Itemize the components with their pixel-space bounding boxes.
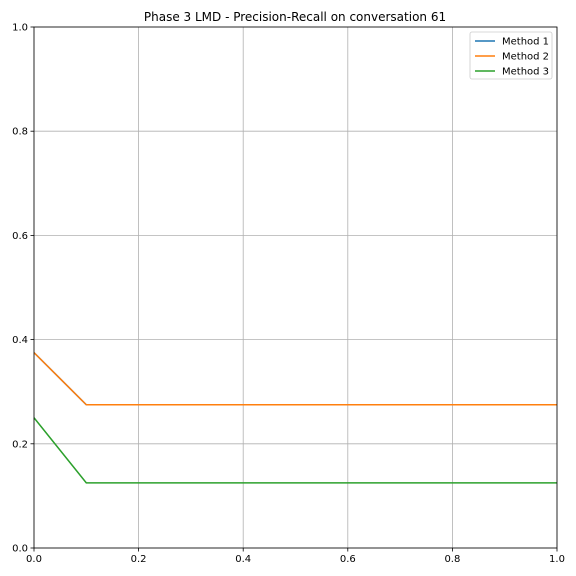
chart-title: Phase 3 LMD - Precision-Recall on conver… — [144, 10, 446, 24]
x-tick-label: 0.0 — [26, 554, 42, 565]
y-tick-label: 0.0 — [12, 544, 28, 555]
y-tick-label: 0.2 — [12, 439, 28, 450]
x-tick-label: 0.4 — [235, 554, 251, 565]
legend-label-method-1: Method 1 — [502, 37, 549, 48]
series-line-method-2 — [33, 352, 557, 406]
y-tick-label: 0.4 — [12, 335, 28, 346]
y-tick-label: 1.0 — [12, 23, 28, 34]
y-tick-label: 0.6 — [12, 231, 28, 242]
x-tick-label: 0.2 — [131, 554, 147, 565]
axes-frame — [33, 26, 558, 549]
x-tick-label: 1.0 — [549, 554, 565, 565]
y-tick-label: 0.8 — [12, 127, 28, 138]
x-axis-ticks: 0.0 0.2 0.4 0.6 0.8 1.0 — [26, 548, 565, 565]
legend-label-method-3: Method 3 — [502, 67, 549, 78]
legend-label-method-2: Method 2 — [502, 52, 549, 63]
x-tick-label: 0.6 — [340, 554, 356, 565]
legend-box — [469, 31, 553, 80]
series-layer — [33, 352, 557, 484]
legend: Method 1 Method 2 Method 3 — [469, 31, 553, 80]
series-line-method-3 — [33, 417, 557, 484]
y-axis-ticks: 0.0 0.2 0.4 0.6 0.8 1.0 — [12, 23, 34, 555]
x-tick-label: 0.8 — [444, 554, 460, 565]
